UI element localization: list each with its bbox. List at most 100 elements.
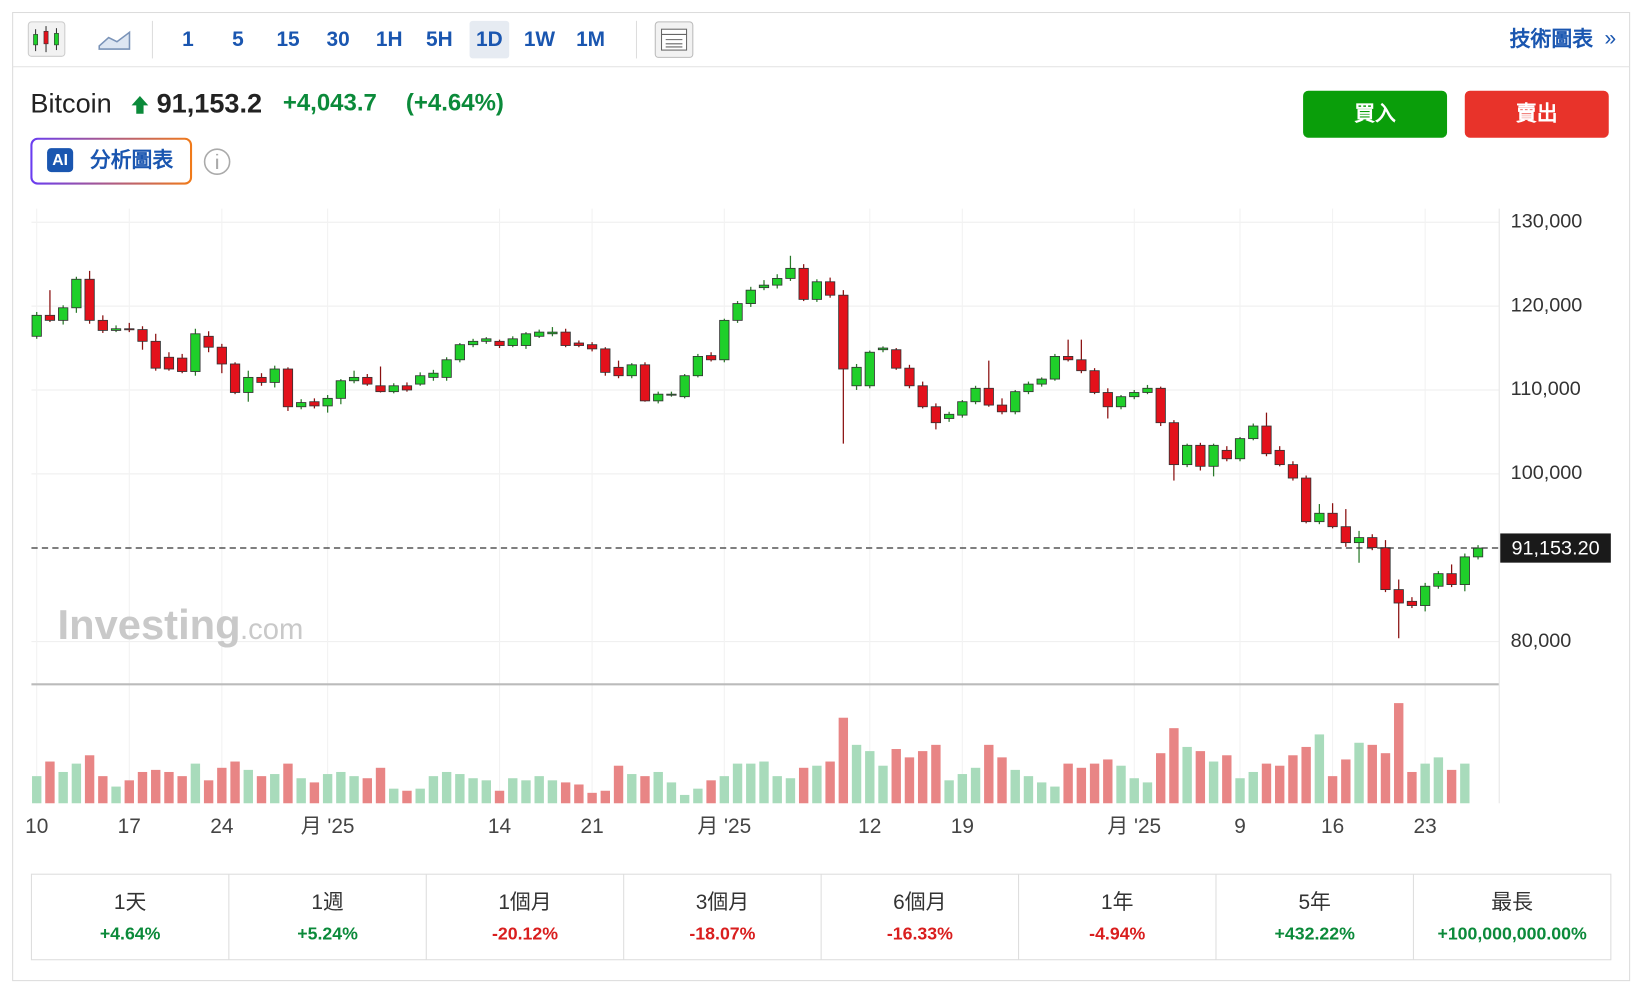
info-icon[interactable]: [203, 148, 231, 175]
volume-bar: [587, 792, 597, 804]
volume-bar: [1063, 763, 1073, 804]
candle-body: [983, 387, 994, 406]
interval-group: 1 5 15 30 1H 5H 1D 1W 1M: [182, 20, 605, 59]
link-arrow[interactable]: »: [1604, 27, 1616, 50]
volume-bar: [494, 790, 505, 804]
candle-body: [1353, 537, 1365, 544]
volume-bar: [58, 771, 68, 804]
candle: [296, 399, 307, 410]
interval-button[interactable]: 1W: [524, 28, 556, 51]
volume-bar: [151, 769, 161, 804]
x-tick-label: 10: [25, 815, 48, 838]
icon-area: [98, 30, 131, 50]
interval-button[interactable]: 30: [327, 28, 350, 51]
interval-button[interactable]: 1: [182, 28, 194, 51]
volume-bar: [1235, 778, 1245, 804]
candle: [904, 364, 915, 389]
candle-body: [467, 340, 479, 346]
candle: [1089, 368, 1100, 395]
candle-body: [415, 375, 426, 385]
volume-bar: [1460, 763, 1470, 804]
candle: [1221, 446, 1232, 462]
volume-bar: [322, 774, 333, 804]
candle: [322, 395, 333, 413]
volume-bar: [825, 761, 835, 804]
candle-body: [1023, 383, 1034, 393]
candle: [269, 365, 280, 388]
volume-bar: [1182, 746, 1192, 804]
candle: [957, 400, 968, 418]
volume-bar: [1341, 759, 1351, 804]
period-label: 最長: [1491, 891, 1533, 914]
buy-label: 買入: [1354, 102, 1396, 125]
y-tick-label: 80,000: [1511, 630, 1572, 652]
candle: [124, 322, 135, 333]
candle: [1168, 420, 1180, 481]
candle-body: [44, 314, 56, 321]
candle: [415, 372, 426, 386]
y-tick-label: 130,000: [1511, 210, 1583, 232]
volume-bar: [984, 744, 994, 804]
interval-button[interactable]: 1H: [376, 28, 403, 51]
candle-body: [322, 397, 333, 407]
candle: [917, 381, 928, 409]
candle-body: [1248, 425, 1259, 440]
volume-bar: [1208, 761, 1219, 804]
candle: [1327, 503, 1338, 529]
volume-bar: [970, 767, 981, 804]
candle-body: [401, 385, 413, 391]
volume-bar: [1380, 753, 1391, 804]
candle-body: [309, 401, 320, 407]
candle-body: [547, 331, 558, 335]
candle: [983, 360, 994, 407]
candle-body: [1010, 391, 1021, 413]
candle-body: [811, 281, 823, 300]
candle-type-button[interactable]: [27, 21, 66, 57]
volume-bar: [1354, 742, 1364, 804]
technical-chart-link[interactable]: 技術圖表: [1510, 27, 1594, 51]
candle-body: [1287, 464, 1299, 479]
candle: [864, 350, 875, 389]
candle-body: [679, 375, 690, 398]
interval-button[interactable]: 1M: [576, 28, 605, 51]
candle-body: [1195, 444, 1206, 467]
candle: [547, 327, 558, 337]
candle-body: [1433, 573, 1444, 587]
volume-bar: [336, 771, 346, 804]
candle-body: [1340, 526, 1351, 544]
candle-body: [58, 307, 69, 321]
candle: [388, 383, 399, 394]
candle: [1208, 443, 1219, 477]
volume-bar: [693, 788, 703, 804]
candle-body: [758, 284, 770, 289]
interval-button[interactable]: 1D: [469, 20, 510, 59]
ai-button[interactable]: AI 分析圖表: [30, 137, 193, 185]
candle: [84, 270, 95, 324]
candle: [732, 301, 743, 323]
plot: 130,000 120,000 110,000 100,000 80,000 10 17 24…: [25, 210, 1611, 838]
x-tick-label: 24: [210, 815, 233, 838]
candle: [1380, 540, 1391, 593]
candle: [1234, 436, 1246, 462]
interval-button[interactable]: 5: [232, 28, 244, 51]
x-tick-label: 19: [951, 815, 974, 838]
candle-body: [1115, 396, 1127, 408]
candle-body: [851, 366, 862, 387]
period-change: +5.24%: [297, 923, 358, 943]
interval-button[interactable]: 15: [276, 28, 300, 51]
layout-button[interactable]: [654, 21, 694, 58]
period-change: -20.12%: [492, 923, 558, 943]
volume-bar: [1261, 763, 1272, 804]
candle: [362, 374, 373, 386]
sell-button[interactable]: 賣出: [1464, 90, 1609, 138]
line-type-button[interactable]: [98, 30, 131, 50]
candle-body: [573, 342, 584, 346]
candle-body: [1274, 449, 1285, 466]
buy-button[interactable]: 買入: [1303, 90, 1448, 138]
volume-bar: [415, 788, 425, 804]
ai-label: 分析圖表: [90, 148, 174, 172]
interval-button[interactable]: 5H: [426, 28, 453, 51]
ai-badge: AI: [52, 152, 68, 169]
volume-bar: [1076, 767, 1087, 804]
